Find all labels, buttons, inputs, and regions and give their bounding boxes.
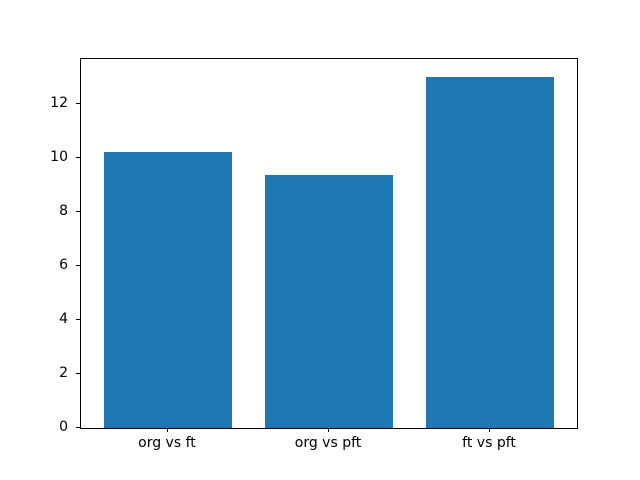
y-tick-label: 4 (59, 310, 68, 327)
y-tick-mark (76, 156, 80, 158)
y-tick-label: 6 (59, 256, 68, 273)
bar-ft-vs-pft (425, 76, 555, 428)
x-tick-mark (489, 428, 491, 432)
y-tick-label: 12 (50, 94, 68, 111)
y-tick-label: 10 (50, 148, 68, 165)
y-tick-mark (76, 102, 80, 104)
y-tick-label: 0 (59, 419, 68, 435)
bar-org-vs-pft (264, 175, 394, 428)
x-tick-mark (166, 428, 168, 432)
x-tick-label-org-vs-ft: org vs ft (138, 435, 196, 451)
y-tick-mark (76, 210, 80, 212)
plot-area (80, 58, 578, 429)
y-tick-mark (76, 427, 80, 428)
y-tick-label: 2 (59, 364, 68, 381)
y-tick-mark (76, 372, 80, 374)
y-tick-mark (76, 264, 80, 266)
y-tick-mark (76, 318, 80, 320)
x-tick-label-org-vs-pft: org vs pft (294, 435, 362, 451)
bar-org-vs-ft (103, 152, 233, 428)
y-tick-label: 8 (59, 202, 68, 219)
x-tick-mark (328, 428, 329, 432)
x-tick-label-ft-vs-pft: ft vs pft (462, 435, 516, 451)
